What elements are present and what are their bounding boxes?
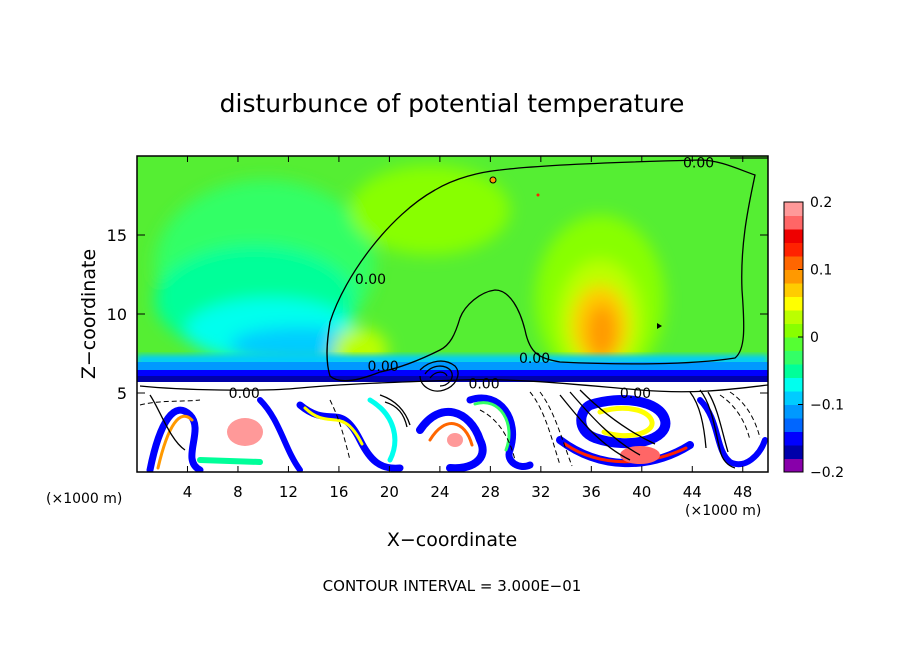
contour-interval-note: CONTOUR INTERVAL = 3.000E−01: [323, 577, 582, 595]
x-axis-label: X−coordinate: [387, 529, 517, 551]
colorbar-swatch: [784, 296, 803, 311]
x-tick-label: 20: [380, 483, 399, 501]
colorbar-swatch: [784, 242, 803, 257]
colorbar-swatch: [784, 269, 803, 284]
y-axis-label: Z−coordinate: [78, 249, 100, 379]
colorbar-tick-label: 0.2: [810, 195, 832, 211]
colorbar-swatch: [784, 350, 803, 365]
x-unit-label-right: (×1000 m): [685, 503, 761, 519]
colorbar-swatch: [784, 431, 803, 446]
colorbar-tick-label: 0: [810, 330, 819, 346]
contour-label: 0.00: [683, 155, 714, 171]
contour-label: 0.00: [368, 359, 399, 375]
colorbar-swatch: [784, 445, 803, 459]
colorbar-swatch: [784, 364, 803, 378]
contour-label: 0.00: [229, 386, 260, 402]
y-tick-label: 15: [107, 226, 127, 245]
colorbar-tick-label: 0.1: [810, 263, 832, 279]
colorbar-swatch: [784, 337, 803, 351]
contour-labels: 0.00 0.00 0.00 0.00 0.00 0.00 0.00: [229, 155, 714, 402]
colorbar-swatch: [784, 310, 803, 324]
colorbar-tick-label: −0.2: [810, 465, 844, 481]
colorbar-swatch: [784, 202, 803, 216]
colorbar: [784, 202, 803, 473]
x-unit-label-left: (×1000 m): [46, 491, 122, 507]
y-tick-label: 5: [117, 384, 127, 403]
colorbar-tick-label: −0.1: [810, 398, 844, 414]
colorbar-swatch: [784, 418, 803, 432]
x-tick-label: 16: [329, 483, 348, 501]
y-axis: 5 10 15: [107, 226, 768, 403]
contour-label: 0.00: [519, 351, 550, 367]
colorbar-swatch: [784, 215, 803, 230]
x-tick-label: 24: [430, 483, 449, 501]
x-axis: 4 8 12 16 20 24 28 32 36 40 44 48: [183, 156, 752, 501]
x-tick-label: 44: [683, 483, 702, 501]
colorbar-swatch: [784, 458, 803, 473]
x-tick-label: 40: [632, 483, 651, 501]
chart-title: disturbunce of potential temperature: [220, 89, 685, 118]
contour-label: 0.00: [468, 377, 499, 393]
colorbar-swatch: [784, 377, 803, 392]
x-tick-label: 36: [582, 483, 601, 501]
heatmap-field: [137, 156, 768, 472]
x-tick-label: 8: [233, 483, 243, 501]
contour-label: 0.00: [620, 386, 651, 402]
colorbar-swatch: [784, 404, 803, 419]
colorbar-swatch: [784, 323, 803, 338]
x-tick-label: 4: [183, 483, 193, 501]
contour-label: 0.00: [355, 272, 386, 288]
colorbar-swatch: [784, 391, 803, 405]
x-tick-label: 32: [531, 483, 550, 501]
x-tick-label: 48: [733, 483, 752, 501]
colorbar-ticks: 0.2 0.1 0 −0.1 −0.2: [798, 195, 844, 481]
x-tick-label: 28: [481, 483, 500, 501]
colorbar-swatch: [784, 256, 803, 270]
colorbar-swatch: [784, 229, 803, 243]
colorbar-swatch: [784, 283, 803, 297]
y-tick-label: 10: [107, 305, 127, 324]
x-tick-label: 12: [279, 483, 298, 501]
